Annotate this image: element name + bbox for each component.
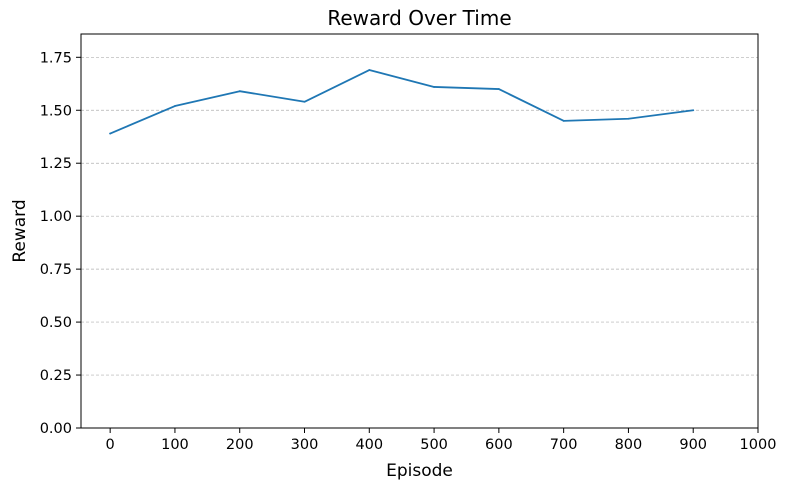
- y-tick-label: 0.50: [40, 315, 72, 331]
- series-line: [109, 69, 695, 135]
- x-tick-label: 600: [485, 437, 513, 453]
- data-point: [433, 86, 435, 88]
- chart-title: Reward Over Time: [327, 6, 511, 30]
- y-tick-label: 1.50: [40, 103, 72, 119]
- x-tick-label: 400: [355, 437, 383, 453]
- data-point: [562, 119, 565, 122]
- x-tick-label: 900: [679, 437, 707, 453]
- data-point: [627, 117, 630, 120]
- x-tick-label: 1000: [740, 437, 777, 453]
- y-tick-label: 1.25: [40, 156, 72, 172]
- y-tick-label: 0.75: [40, 262, 72, 278]
- x-tick-label: 700: [550, 437, 578, 453]
- y-tick-label: 1.75: [40, 50, 72, 66]
- data-point: [368, 69, 371, 71]
- y-tick-label: 0.00: [40, 421, 72, 437]
- x-tick-label: 0: [106, 437, 115, 453]
- x-axis-label: Episode: [386, 461, 453, 481]
- data-point: [109, 132, 112, 135]
- x-tick-label: 300: [291, 437, 319, 453]
- plot-frame: [80, 33, 759, 429]
- y-tick-label: 0.25: [40, 368, 72, 384]
- x-tick-label: 200: [226, 437, 254, 453]
- x-tick-label: 500: [420, 437, 448, 453]
- data-point: [497, 88, 500, 90]
- y-tick-label: 1.00: [40, 209, 72, 225]
- x-tick-label: 800: [615, 437, 643, 453]
- series-layer: [109, 69, 695, 135]
- data-point: [303, 100, 306, 103]
- x-tick-label: 100: [161, 437, 189, 453]
- y-axis-label: Reward: [10, 199, 30, 262]
- data-point: [238, 90, 241, 93]
- data-point: [692, 109, 695, 112]
- data-point: [174, 105, 176, 107]
- ticks: 0.00 0.25 0.50 0.75 1.00 1.25 1.50 1.75 0 100 200 3…: [40, 50, 777, 453]
